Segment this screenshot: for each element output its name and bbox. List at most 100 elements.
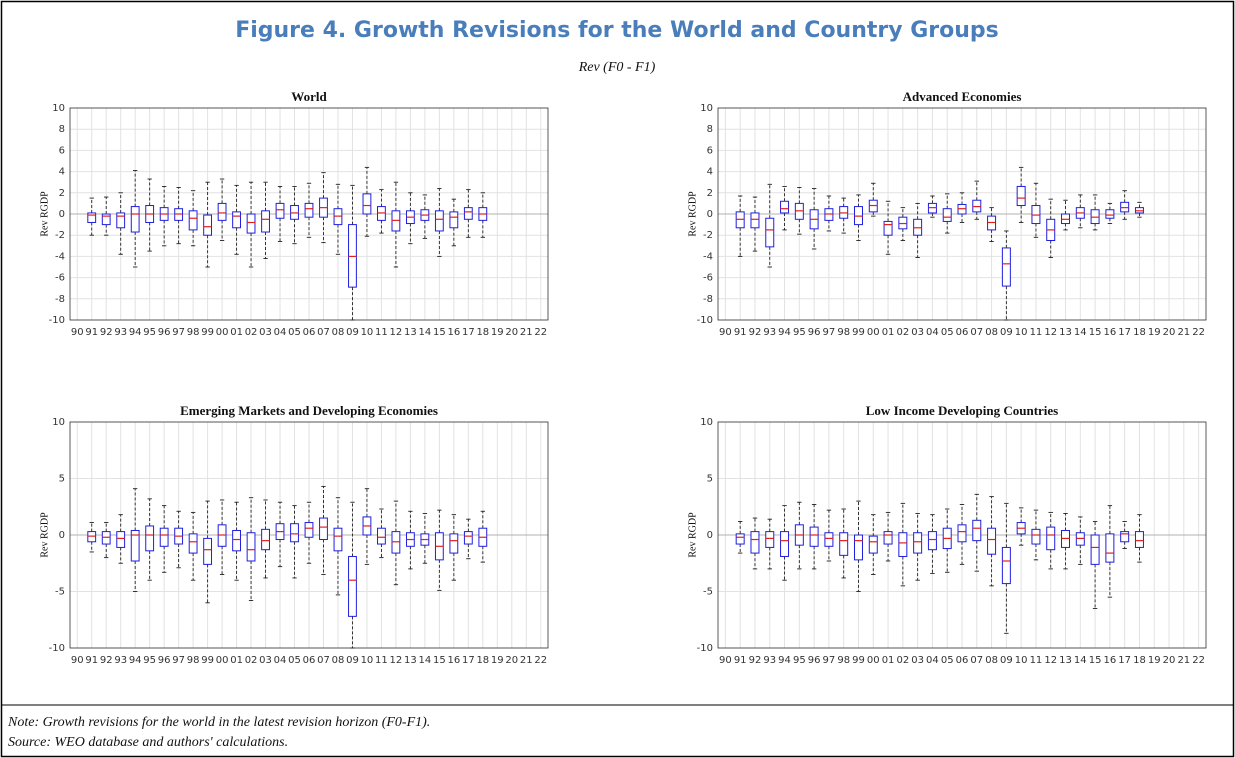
box	[735, 533, 745, 545]
chart-title: Low Income Developing Countries	[866, 403, 1058, 418]
x-tick-label: 11	[1030, 327, 1043, 338]
y-axis-label: Rev RGDP	[39, 191, 50, 237]
y-tick-label: 4	[59, 167, 65, 178]
note: Note: Growth revisions for the world in …	[7, 715, 430, 730]
x-tick-label: 21	[1177, 327, 1190, 338]
box	[1031, 528, 1041, 545]
x-tick-label: 93	[114, 655, 127, 666]
x-tick-label: 18	[1133, 655, 1146, 666]
x-tick-label: 03	[911, 327, 924, 338]
x-tick-label: 97	[172, 327, 185, 338]
figure-title: Figure 4. Growth Revisions for the World…	[235, 18, 999, 43]
box	[319, 517, 328, 541]
x-tick-label: 11	[1030, 655, 1043, 666]
y-tick-label: -4	[703, 251, 713, 262]
x-tick-label: 02	[896, 327, 909, 338]
x-tick-label: 96	[808, 327, 821, 338]
annotation: Rev (F0 - F1)	[578, 60, 656, 75]
box	[246, 532, 256, 562]
x-tick-label: 12	[1044, 655, 1057, 666]
y-axis-label: Rev RGDP	[687, 512, 698, 558]
box	[780, 200, 790, 214]
x-tick-label: 01	[882, 327, 895, 338]
x-tick-label: 19	[1148, 327, 1161, 338]
box	[333, 527, 343, 552]
box	[348, 555, 357, 617]
x-tick-label: 22	[534, 655, 547, 666]
x-tick-label: 22	[534, 327, 547, 338]
chart-title: Advanced Economies	[903, 89, 1022, 104]
x-tick-label: 98	[187, 655, 200, 666]
y-tick-label: -10	[49, 643, 65, 654]
y-tick-label: -10	[697, 643, 713, 654]
y-tick-label: -5	[55, 587, 65, 598]
x-tick-label: 10	[361, 327, 374, 338]
y-tick-label: 5	[59, 474, 65, 485]
box	[159, 527, 169, 547]
x-tick-label: 91	[85, 655, 98, 666]
x-tick-label: 90	[71, 327, 84, 338]
box	[261, 528, 270, 551]
y-tick-label: 0	[59, 530, 65, 541]
x-tick-label: 94	[129, 327, 142, 338]
x-tick-label: 00	[216, 655, 229, 666]
chart-title: World	[291, 89, 327, 104]
x-tick-label: 00	[867, 327, 880, 338]
box	[1120, 531, 1130, 543]
x-tick-label: 99	[852, 655, 865, 666]
y-tick-label: 5	[707, 474, 713, 485]
y-tick-label: 8	[707, 124, 713, 135]
x-tick-label: 94	[778, 655, 791, 666]
y-tick-label: 2	[59, 188, 65, 199]
box	[824, 532, 834, 547]
box	[1105, 209, 1115, 219]
y-tick-label: 2	[707, 188, 713, 199]
x-tick-label: 93	[763, 655, 776, 666]
box	[1105, 533, 1115, 563]
box	[145, 525, 155, 552]
x-tick-label: 19	[491, 655, 504, 666]
x-tick-label: 01	[882, 655, 895, 666]
box	[116, 212, 126, 229]
box	[377, 527, 386, 545]
box	[883, 220, 893, 236]
x-tick-label: 08	[332, 327, 345, 338]
x-tick-label: 18	[476, 327, 489, 338]
x-tick-label: 96	[808, 655, 821, 666]
box	[362, 193, 372, 215]
x-tick-label: 17	[462, 327, 475, 338]
x-tick-label: 16	[447, 655, 460, 666]
box	[116, 531, 126, 548]
box	[1016, 185, 1026, 207]
box	[449, 211, 459, 229]
y-tick-label: 10	[700, 417, 713, 428]
x-tick-label: 97	[823, 327, 836, 338]
box	[942, 208, 952, 222]
chart-title: Emerging Markets and Developing Economie…	[180, 403, 438, 418]
x-tick-label: 09	[1000, 327, 1013, 338]
y-tick-label: 10	[700, 103, 713, 114]
x-tick-label: 07	[970, 655, 983, 666]
box	[101, 213, 111, 226]
box	[883, 531, 893, 545]
x-tick-label: 22	[1192, 655, 1205, 666]
x-tick-label: 93	[114, 327, 127, 338]
x-tick-label: 95	[793, 655, 806, 666]
x-tick-label: 22	[1192, 327, 1205, 338]
x-tick-label: 05	[288, 327, 301, 338]
y-tick-label: 0	[707, 209, 713, 220]
x-tick-label: 03	[259, 327, 272, 338]
x-tick-label: 98	[837, 327, 850, 338]
x-tick-label: 08	[985, 327, 998, 338]
box	[1001, 546, 1011, 585]
box	[839, 532, 849, 556]
x-tick-label: 15	[433, 327, 446, 338]
x-tick-label: 12	[390, 327, 403, 338]
x-tick-label: 16	[1104, 327, 1117, 338]
x-tick-label: 17	[1118, 327, 1131, 338]
y-axis-label: Rev RGDP	[687, 191, 698, 237]
box	[913, 532, 923, 554]
x-tick-label: 03	[911, 655, 924, 666]
x-tick-label: 92	[749, 655, 762, 666]
